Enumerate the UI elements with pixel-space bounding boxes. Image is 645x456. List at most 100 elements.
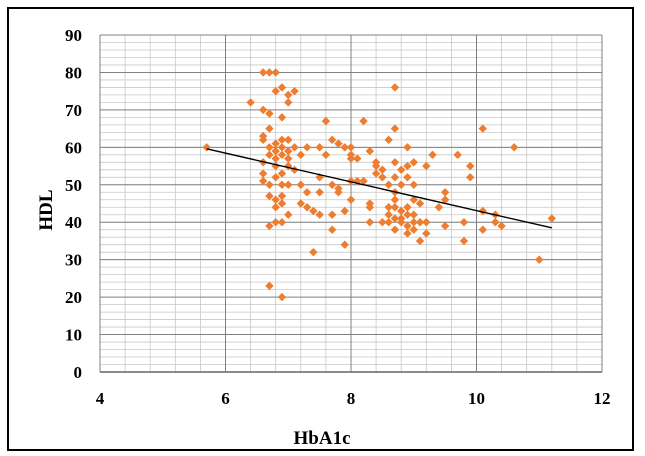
data-point	[327, 135, 337, 145]
data-point	[478, 225, 487, 234]
data-point	[478, 206, 487, 216]
data-point	[315, 143, 324, 152]
data-points	[202, 68, 556, 302]
data-point	[334, 139, 343, 148]
y-tick-label: 90	[65, 26, 82, 45]
data-point	[340, 143, 349, 152]
data-point	[384, 180, 393, 189]
data-point	[365, 218, 375, 227]
data-point	[265, 180, 274, 189]
data-point	[271, 203, 280, 212]
data-point	[277, 113, 287, 122]
data-point	[309, 206, 318, 216]
data-point	[340, 206, 349, 216]
data-point	[271, 68, 280, 77]
x-axis-ticks: 4 6 8 10 12	[96, 389, 611, 408]
major-gridlines	[99, 34, 603, 373]
x-axis-title: HbA1c	[294, 428, 351, 449]
data-point	[302, 203, 312, 212]
data-point	[422, 229, 431, 238]
data-point	[258, 68, 268, 77]
data-point	[422, 161, 431, 171]
data-point	[403, 229, 412, 238]
data-point	[271, 154, 280, 163]
data-point	[258, 169, 268, 178]
data-point	[440, 195, 450, 204]
y-tick-label: 20	[65, 288, 82, 307]
data-point	[415, 218, 425, 227]
data-point	[397, 206, 406, 216]
data-point	[384, 210, 393, 219]
data-point	[327, 225, 337, 234]
x-tick-label: 10	[468, 389, 485, 408]
data-point	[478, 124, 487, 133]
data-point	[497, 221, 506, 231]
trendline	[206, 148, 552, 229]
data-point	[390, 225, 400, 234]
data-point	[440, 221, 450, 231]
data-point	[302, 143, 312, 152]
data-point	[258, 135, 268, 145]
y-tick-label: 60	[65, 138, 82, 157]
data-point	[265, 124, 274, 133]
data-point	[390, 203, 400, 212]
data-point	[277, 292, 287, 302]
data-point	[258, 176, 268, 186]
data-point	[277, 199, 287, 208]
y-axis-title: HDL	[36, 189, 57, 230]
data-point	[403, 161, 412, 171]
data-point	[277, 143, 287, 152]
data-point	[290, 165, 299, 174]
data-point	[390, 83, 400, 92]
data-point	[309, 247, 318, 257]
data-point	[271, 86, 280, 96]
data-point	[397, 180, 406, 189]
data-point	[271, 218, 280, 227]
data-point	[409, 158, 418, 167]
data-point	[378, 173, 387, 182]
data-point	[315, 210, 324, 219]
data-point	[340, 240, 349, 249]
data-point	[390, 158, 400, 167]
data-point	[277, 169, 287, 178]
data-point	[277, 180, 287, 189]
x-tick-label: 6	[221, 389, 230, 408]
x-tick-label: 8	[347, 389, 356, 408]
data-point	[290, 86, 299, 96]
y-tick-label: 40	[65, 213, 82, 232]
data-point	[409, 218, 418, 227]
data-point	[290, 143, 299, 152]
data-point	[547, 214, 556, 223]
data-point	[397, 165, 406, 174]
data-point	[277, 135, 287, 145]
data-point	[509, 143, 519, 152]
data-point	[378, 165, 387, 174]
data-point	[258, 105, 268, 115]
data-point	[321, 150, 331, 160]
data-point	[315, 188, 324, 197]
data-point	[271, 195, 280, 204]
data-point	[346, 143, 356, 152]
data-point	[284, 154, 293, 163]
data-point	[327, 180, 337, 189]
data-point	[459, 236, 469, 246]
data-point	[296, 180, 305, 189]
data-point	[403, 173, 412, 182]
data-point	[265, 109, 274, 118]
data-point	[346, 154, 356, 163]
data-point	[390, 214, 400, 223]
data-point	[277, 191, 287, 201]
data-point	[390, 173, 400, 182]
data-point	[440, 188, 450, 197]
data-point	[365, 203, 375, 212]
data-point	[453, 150, 462, 160]
data-point	[371, 161, 381, 171]
data-point	[403, 143, 412, 152]
data-point	[422, 218, 431, 227]
data-point	[466, 161, 475, 171]
y-tick-label: 50	[65, 176, 82, 195]
data-point	[371, 169, 381, 178]
data-point	[403, 210, 412, 219]
data-point	[428, 150, 437, 160]
data-point	[409, 195, 418, 204]
